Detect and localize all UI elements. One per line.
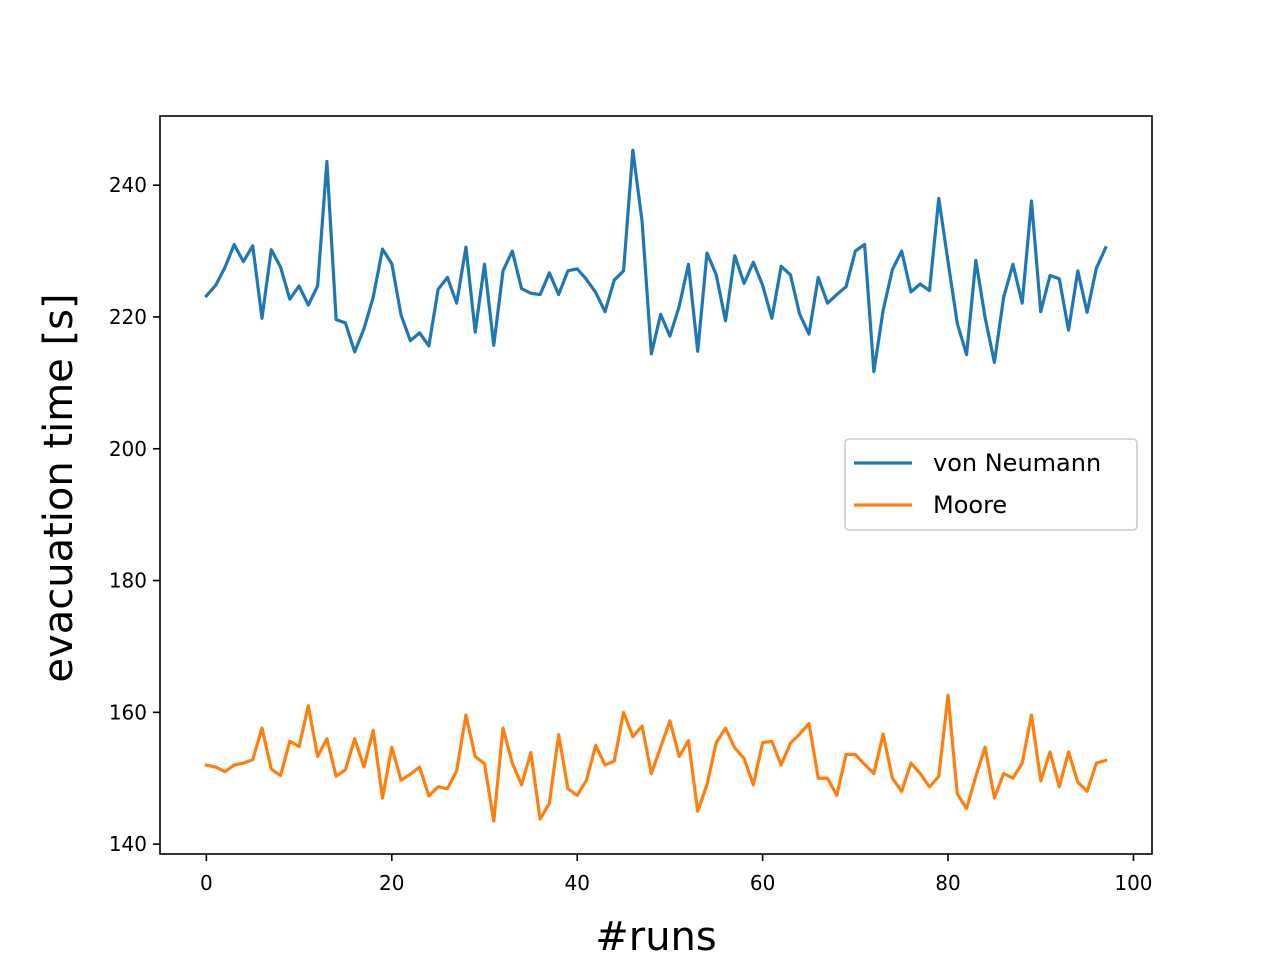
legend-label: Moore (933, 491, 1007, 519)
y-tick-label: 140 (109, 832, 147, 856)
series-line-moore (204, 693, 1108, 823)
legend: von Neumann Moore (844, 438, 1138, 531)
y-tick-label: 160 (109, 700, 147, 724)
x-axis-title: #runs (595, 914, 717, 960)
x-tick-label: 100 (1114, 871, 1152, 895)
x-tick-label: 40 (564, 871, 589, 895)
axes-frame (159, 115, 1153, 855)
x-tick-label: 20 (379, 871, 404, 895)
y-tick-label: 180 (109, 569, 147, 593)
plot-area (204, 148, 1108, 823)
legend-box (844, 438, 1138, 531)
series-line-von-neumann (204, 148, 1108, 374)
legend-label: von Neumann (933, 449, 1101, 477)
y-tick-label: 200 (109, 437, 147, 461)
y-axis-title: evacuation time [s] (36, 293, 82, 682)
y-tick-label: 220 (109, 305, 147, 329)
axis-ticks: 0 20 40 60 80 100 140 160 180 200 220 240 (109, 173, 1153, 895)
x-tick-label: 80 (935, 871, 960, 895)
x-tick-label: 60 (750, 871, 775, 895)
y-tick-label: 240 (109, 173, 147, 197)
x-tick-label: 0 (200, 871, 213, 895)
